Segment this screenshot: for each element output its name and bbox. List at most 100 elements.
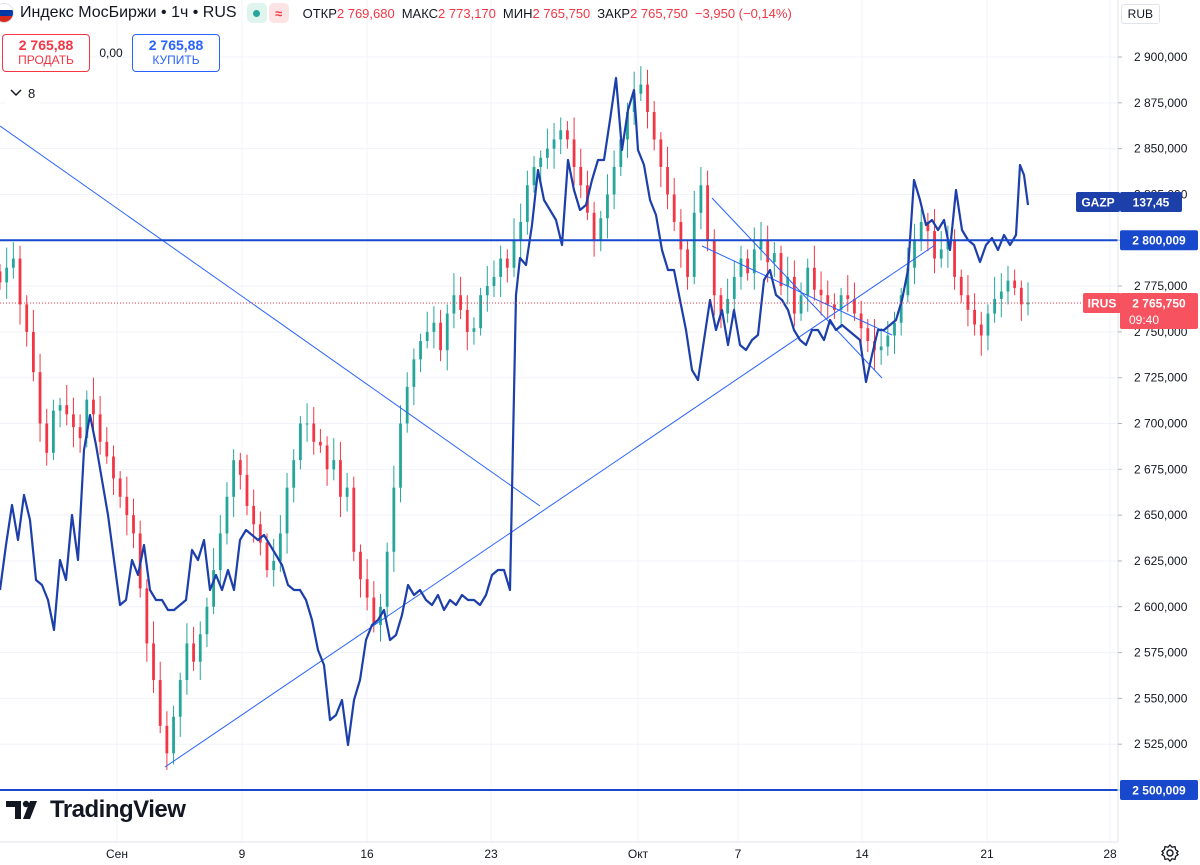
gazp-price-badge: GAZP 137,45 — [1076, 192, 1182, 212]
candle-body — [579, 166, 583, 186]
candle-body — [752, 249, 756, 274]
time-tick-label: 23 — [484, 847, 498, 861]
candle-body — [806, 267, 810, 296]
candle-body — [18, 258, 22, 305]
candle-body — [399, 423, 402, 488]
candle-body — [746, 258, 750, 274]
candle-body — [212, 570, 216, 607]
candle-body — [425, 331, 429, 342]
candle-body — [405, 386, 409, 424]
candle-body — [853, 298, 856, 314]
candle-body — [265, 542, 269, 571]
symbol-title[interactable]: Индекс МосБиржи • 1ч • RUS — [20, 4, 237, 21]
indicators-toggle[interactable]: 8 — [4, 82, 42, 104]
candle-body — [419, 341, 422, 360]
spread-value: 0,00 — [99, 46, 123, 60]
price-tick-label: 2 600,000 — [1134, 600, 1188, 614]
candle-body — [726, 298, 730, 314]
candle-body — [559, 130, 563, 140]
time-tick-label: Сен — [106, 847, 128, 861]
candle-body — [525, 185, 529, 222]
candle-body — [192, 643, 195, 662]
time-tick-label: 7 — [735, 847, 742, 861]
level-bottom-badge: 2 500,009 — [1120, 779, 1198, 800]
gazp-value-bg — [1120, 192, 1182, 212]
candle-body — [485, 286, 489, 296]
candle-body — [646, 84, 649, 112]
candle-body — [886, 335, 890, 347]
currency-button[interactable]: RUB — [1120, 4, 1160, 24]
candle-body — [659, 139, 663, 167]
candle-body — [305, 423, 309, 425]
candle-body — [866, 328, 870, 342]
horizontal-levels[interactable] — [0, 239, 1118, 791]
candle-body — [412, 359, 416, 387]
candle-body — [973, 309, 976, 325]
russia-flag-icon — [0, 3, 14, 23]
price-tick-label: 2 625,000 — [1134, 554, 1188, 568]
candle-body — [445, 313, 449, 351]
candle-body — [385, 551, 389, 607]
candle-body — [452, 295, 456, 314]
gazp-compare-line — [0, 76, 1030, 747]
irus-value-text: 2 765,750 — [1132, 297, 1186, 311]
price-tick-label: 2 700,000 — [1134, 417, 1188, 431]
sell-button[interactable]: 2 765,88 ПРОДАТЬ — [2, 34, 90, 72]
candle-body — [225, 496, 229, 534]
irus-value-bg — [1120, 293, 1198, 330]
candle-body — [78, 427, 82, 439]
candle-body — [492, 276, 496, 287]
candle-body — [298, 423, 302, 461]
price-tick-label: 2 875,000 — [1134, 96, 1188, 110]
candle-body — [812, 267, 816, 290]
candle-body — [1019, 287, 1023, 305]
time-tick-label: 9 — [239, 847, 246, 861]
candle-body — [439, 322, 442, 351]
candle-body — [72, 414, 75, 428]
candle-body — [332, 460, 336, 470]
candle-body — [939, 249, 943, 259]
candle-body — [986, 313, 990, 336]
candle-body — [552, 139, 556, 149]
candle-body — [0, 271, 2, 283]
candle-body — [679, 221, 683, 250]
tradingview-logo[interactable]: TradingView — [6, 796, 186, 824]
axes — [0, 0, 1122, 843]
irus-time-text: 09:40 — [1129, 313, 1159, 327]
candle-body — [11, 258, 15, 268]
candle-body — [732, 276, 736, 299]
candle-body — [98, 414, 102, 442]
candle-body — [5, 267, 9, 283]
candle-body — [198, 634, 202, 662]
candle-body — [185, 643, 189, 681]
market-open-icon[interactable] — [246, 3, 267, 23]
candle-body — [25, 304, 29, 332]
price-tick-label: 2 725,000 — [1134, 371, 1188, 385]
candle-body — [759, 240, 763, 250]
candle-body — [913, 240, 916, 268]
candle-body — [292, 460, 296, 488]
candle-body — [345, 487, 349, 497]
candle-body — [686, 249, 689, 277]
legend-header: Индекс МосБиржи • 1ч • RUS ≈ ОТКР2 769,6… — [0, 0, 792, 26]
candle-body — [158, 680, 162, 726]
candle-body — [85, 399, 89, 439]
delayed-data-icon[interactable]: ≈ — [268, 3, 289, 23]
candle-body — [926, 221, 930, 232]
level-bottom-badge-text: 2 500,009 — [1132, 783, 1186, 797]
buy-button[interactable]: 2 765,88 КУПИТЬ — [132, 34, 220, 72]
buy-label: КУПИТЬ — [152, 53, 200, 67]
gazp-compare-series — [0, 76, 1030, 747]
price-tick-label: 2 550,000 — [1134, 691, 1188, 705]
price-tick-label: 2 575,000 — [1134, 646, 1188, 660]
price-badges: 2 800,009 2 500,009 IRUS 2 765,750 09:40 GAZP… — [1076, 192, 1198, 800]
candle-body — [612, 166, 616, 195]
candle-body — [846, 295, 850, 299]
candle-body — [786, 276, 790, 287]
trend-lines[interactable] — [0, 125, 936, 768]
gear-icon[interactable] — [1160, 843, 1180, 863]
sell-label: ПРОДАТЬ — [18, 53, 74, 67]
candle-body — [619, 139, 623, 167]
